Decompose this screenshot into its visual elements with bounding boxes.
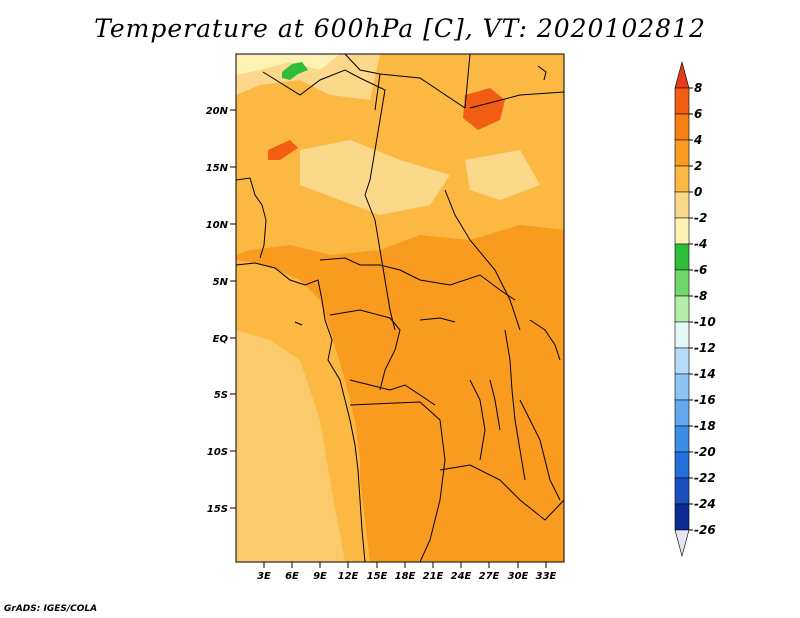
colorbar-label: -10 bbox=[694, 315, 716, 329]
colorbar-segment bbox=[674, 347, 690, 375]
colorbar-segment bbox=[674, 87, 690, 115]
colorbar-segment bbox=[674, 373, 690, 401]
colorbar: 8 6 4 2 0 -2 -4 -6 -8 -10 -12 -14 -16 -18 -20 -22 -24 -26 bbox=[674, 60, 716, 558]
map-title: Temperature at 600hPa [C], VT: 202010281… bbox=[94, 14, 706, 43]
colorbar-segment bbox=[674, 191, 690, 219]
colorbar-label: -22 bbox=[694, 471, 716, 485]
colorbar-label: -18 bbox=[694, 419, 716, 433]
lon-label: 27E bbox=[479, 571, 500, 582]
colorbar-label: 6 bbox=[694, 107, 702, 121]
lon-label: 18E bbox=[395, 571, 416, 582]
colorbar-label: -20 bbox=[694, 445, 716, 459]
lon-label: 24E bbox=[451, 571, 472, 582]
colorbar-segment bbox=[674, 217, 690, 245]
colorbar-segment bbox=[674, 60, 690, 89]
colorbar-segment bbox=[674, 139, 690, 167]
colorbar-segment bbox=[674, 165, 690, 193]
lat-label: 20N bbox=[206, 106, 229, 117]
lat-label: 10N bbox=[206, 220, 229, 231]
latitude-axis: 20N 15N 10N 5N EQ 5S 10S 15S bbox=[206, 106, 236, 515]
colorbar-label: -12 bbox=[694, 341, 716, 355]
colorbar-label: -4 bbox=[694, 237, 707, 251]
colorbar-segment bbox=[674, 269, 690, 297]
colorbar-segment bbox=[674, 113, 690, 141]
lon-label: 6E bbox=[285, 571, 299, 582]
longitude-axis: 3E 6E 9E 12E 15E 18E 21E 24E 27E 30E 33E bbox=[257, 562, 557, 582]
colorbar-segment bbox=[674, 295, 690, 323]
lat-label: 10S bbox=[207, 447, 228, 458]
lat-label: 15N bbox=[206, 163, 229, 174]
colorbar-label: -2 bbox=[694, 211, 707, 225]
colorbar-segment bbox=[674, 243, 690, 271]
colorbar-label: 2 bbox=[694, 159, 702, 173]
lat-label: 5N bbox=[213, 277, 229, 288]
colorbar-label: -6 bbox=[694, 263, 707, 277]
colorbar-segment bbox=[674, 399, 690, 427]
lat-label: 5S bbox=[214, 390, 228, 401]
lon-label: 9E bbox=[313, 571, 327, 582]
credit-text: GrADS: IGES/COLA bbox=[4, 604, 98, 614]
colorbar-label: 8 bbox=[694, 81, 702, 95]
colorbar-label: 4 bbox=[693, 133, 702, 147]
colorbar-segment bbox=[674, 477, 690, 505]
lon-label: 33E bbox=[536, 571, 557, 582]
colorbar-segment bbox=[674, 503, 690, 531]
lon-label: 3E bbox=[257, 571, 271, 582]
lon-label: 30E bbox=[508, 571, 529, 582]
country-borders bbox=[236, 54, 564, 562]
temperature-field bbox=[236, 54, 564, 562]
colorbar-segment bbox=[674, 529, 690, 558]
colorbar-segment bbox=[674, 451, 690, 479]
colorbar-label: -24 bbox=[694, 497, 716, 511]
colorbar-label: -16 bbox=[694, 393, 716, 407]
lon-label: 15E bbox=[367, 571, 388, 582]
lat-label: 15S bbox=[207, 504, 228, 515]
lon-label: 21E bbox=[423, 571, 444, 582]
colorbar-segment bbox=[674, 425, 690, 453]
colorbar-label: -14 bbox=[694, 367, 716, 381]
lat-label: EQ bbox=[213, 334, 229, 345]
colorbar-segment bbox=[674, 321, 690, 349]
colorbar-label: 0 bbox=[694, 185, 702, 199]
colorbar-label: -26 bbox=[694, 523, 716, 537]
map-frame bbox=[235, 53, 565, 563]
colorbar-label: -8 bbox=[694, 289, 707, 303]
lon-label: 12E bbox=[338, 571, 359, 582]
